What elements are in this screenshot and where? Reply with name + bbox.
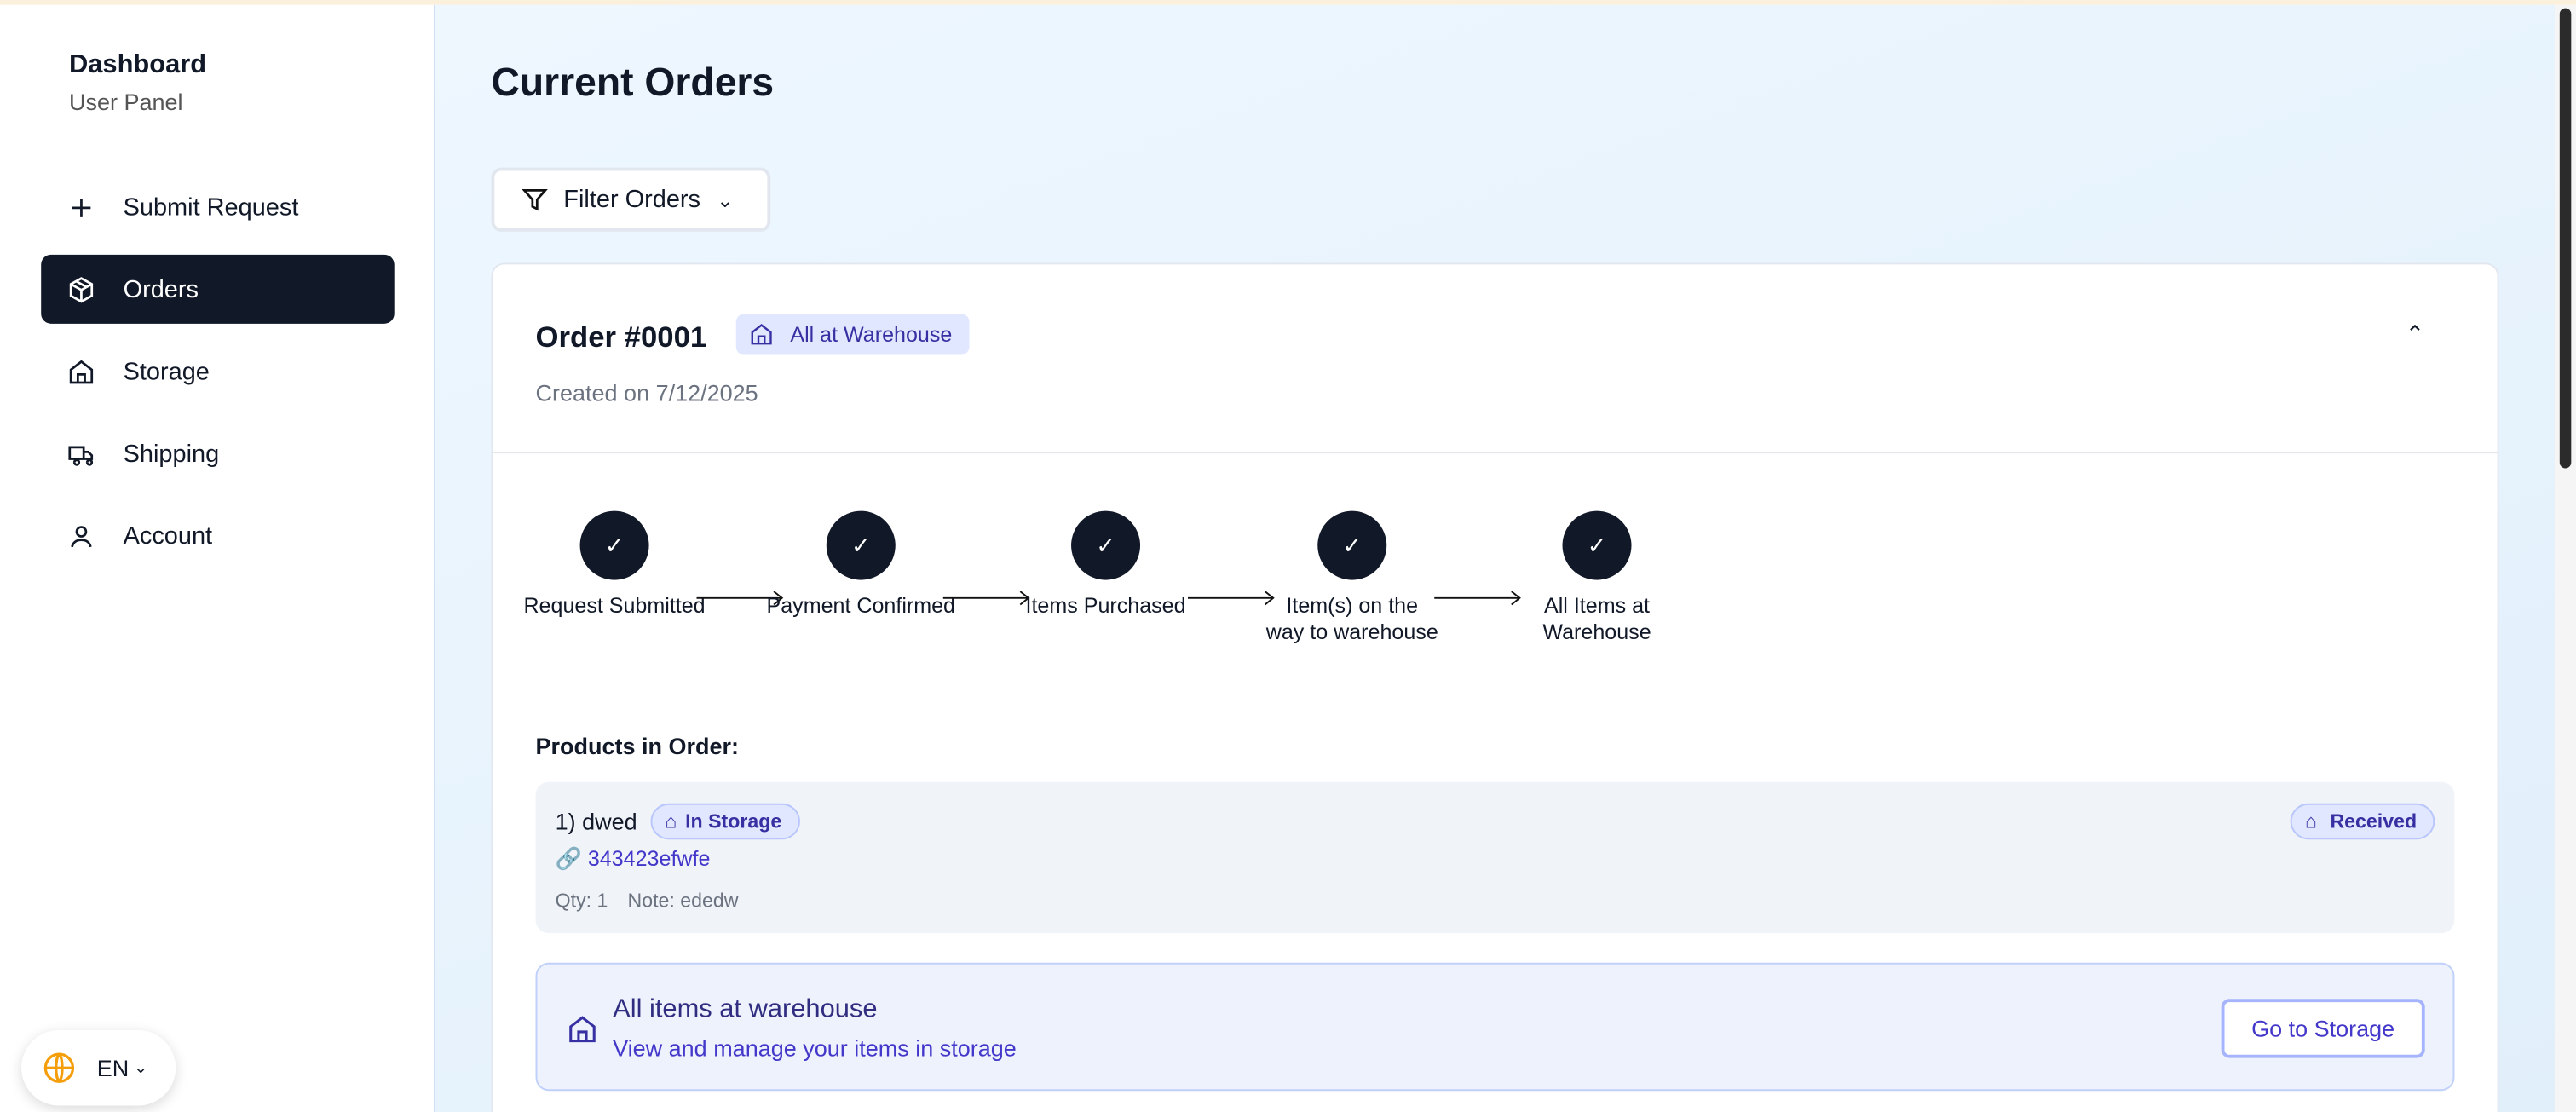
order-created-date: Created on 7/12/2025 [535,379,758,406]
sidebar-item-label: Submit Request [123,193,299,222]
filter-label: Filter Orders [563,185,700,214]
step-all-at-warehouse: ✓ All Items at Warehouse [1498,510,1695,646]
received-badge: ⌂ Received [2290,803,2435,840]
arrow-right-icon [696,591,784,606]
check-icon: ✓ [826,510,896,580]
badge-label: Received [2330,810,2418,833]
chevron-down-icon: ⌄ [134,1058,148,1077]
scrollbar-thumb[interactable] [2559,8,2572,469]
order-title: Order #0001 [535,320,707,354]
truck-icon [68,445,94,465]
sidebar-item-account[interactable]: Account [41,501,395,570]
home-icon: ⌂ [665,810,677,833]
step-label: Payment Confirmed [766,593,956,618]
step-label: All Items at Warehouse [1542,593,1651,644]
order-card: Order #0001 All at Warehouse Created on … [491,262,2499,1112]
brand-title: Dashboard [68,50,207,79]
product-qty: Qty: 1 [555,889,608,913]
home-icon [569,1016,596,1043]
sidebar-item-label: Storage [123,357,210,386]
step-label: Request Submitted [523,593,706,618]
arrow-right-icon [1187,591,1275,606]
product-link[interactable]: 🔗 343423efwfe [556,846,711,873]
step-label: Items Purchased [1025,593,1186,618]
sidebar: Dashboard User Panel Submit Request Orde… [0,4,435,1112]
main-content: Current Orders Filter Orders ⌄ Order #000… [435,4,2556,1112]
plus-icon [72,198,91,216]
check-icon: ✓ [1562,510,1632,580]
sidebar-item-orders[interactable]: Orders [41,254,395,324]
check-icon: ✓ [1071,510,1141,580]
check-icon: ✓ [579,510,649,580]
brand-subtitle: User Panel [68,89,183,115]
home-icon: ⌂ [2305,810,2318,833]
link-icon: 🔗 [555,845,582,871]
step-request-submitted: ✓ Request Submitted [516,510,712,619]
package-icon [69,276,94,302]
step-label: Item(s) on the way to warehouse [1265,593,1438,644]
sidebar-item-label: Account [123,521,213,550]
user-icon [71,525,92,547]
home-icon [69,359,94,383]
home-icon [751,323,772,345]
collapse-chevron-up-icon[interactable]: ⌃ [2405,320,2425,347]
chevron-down-icon: ⌄ [717,187,734,211]
step-payment-confirmed: ✓ Payment Confirmed [763,510,960,619]
filter-orders-button[interactable]: Filter Orders ⌄ [491,167,771,232]
top-strip [0,0,2576,5]
sidebar-nav: Submit Request Orders Storage Shipping A… [41,172,395,583]
step-on-the-way: ✓ Item(s) on the way to warehouse [1252,510,1452,646]
product-name: 1) dwed [555,808,637,835]
divider [493,452,2498,454]
globe-icon [43,1052,75,1083]
language-label: EN [96,1054,130,1081]
sidebar-item-label: Shipping [123,439,220,468]
notice-subtitle: View and manage your items in storage [613,1034,1017,1062]
arrow-right-icon [1434,591,1521,606]
check-icon: ✓ [1317,510,1387,580]
product-link-text[interactable]: 343423efwfe [587,845,711,871]
products-heading: Products in Order: [535,732,739,759]
arrow-right-icon [942,591,1030,606]
order-status-badge: All at Warehouse [735,314,969,355]
step-items-purchased: ✓ Items Purchased [1007,510,1204,619]
notice-title: All items at warehouse [613,995,878,1024]
filter-icon [522,188,548,211]
warehouse-notice: All items at warehouse View and manage y… [535,962,2455,1092]
go-to-storage-button[interactable]: Go to Storage [2221,999,2425,1058]
sidebar-item-shipping[interactable]: Shipping [41,419,395,488]
page-title: Current Orders [491,60,775,106]
language-selector[interactable]: EN ⌄ [21,1029,176,1106]
badge-label: In Storage [685,810,782,833]
product-item: 1) dwed ⌂ In Storage 🔗 343423efwfe Qty: 1… [535,781,2455,934]
sidebar-item-label: Orders [123,274,199,303]
in-storage-badge: ⌂ In Storage [650,803,800,840]
sidebar-item-storage[interactable]: Storage [41,337,395,406]
product-note: Note: ededw [627,889,739,913]
scrollbar[interactable] [2555,4,2576,1112]
order-status-label: All at Warehouse [790,321,953,347]
sidebar-item-submit-request[interactable]: Submit Request [41,172,395,241]
